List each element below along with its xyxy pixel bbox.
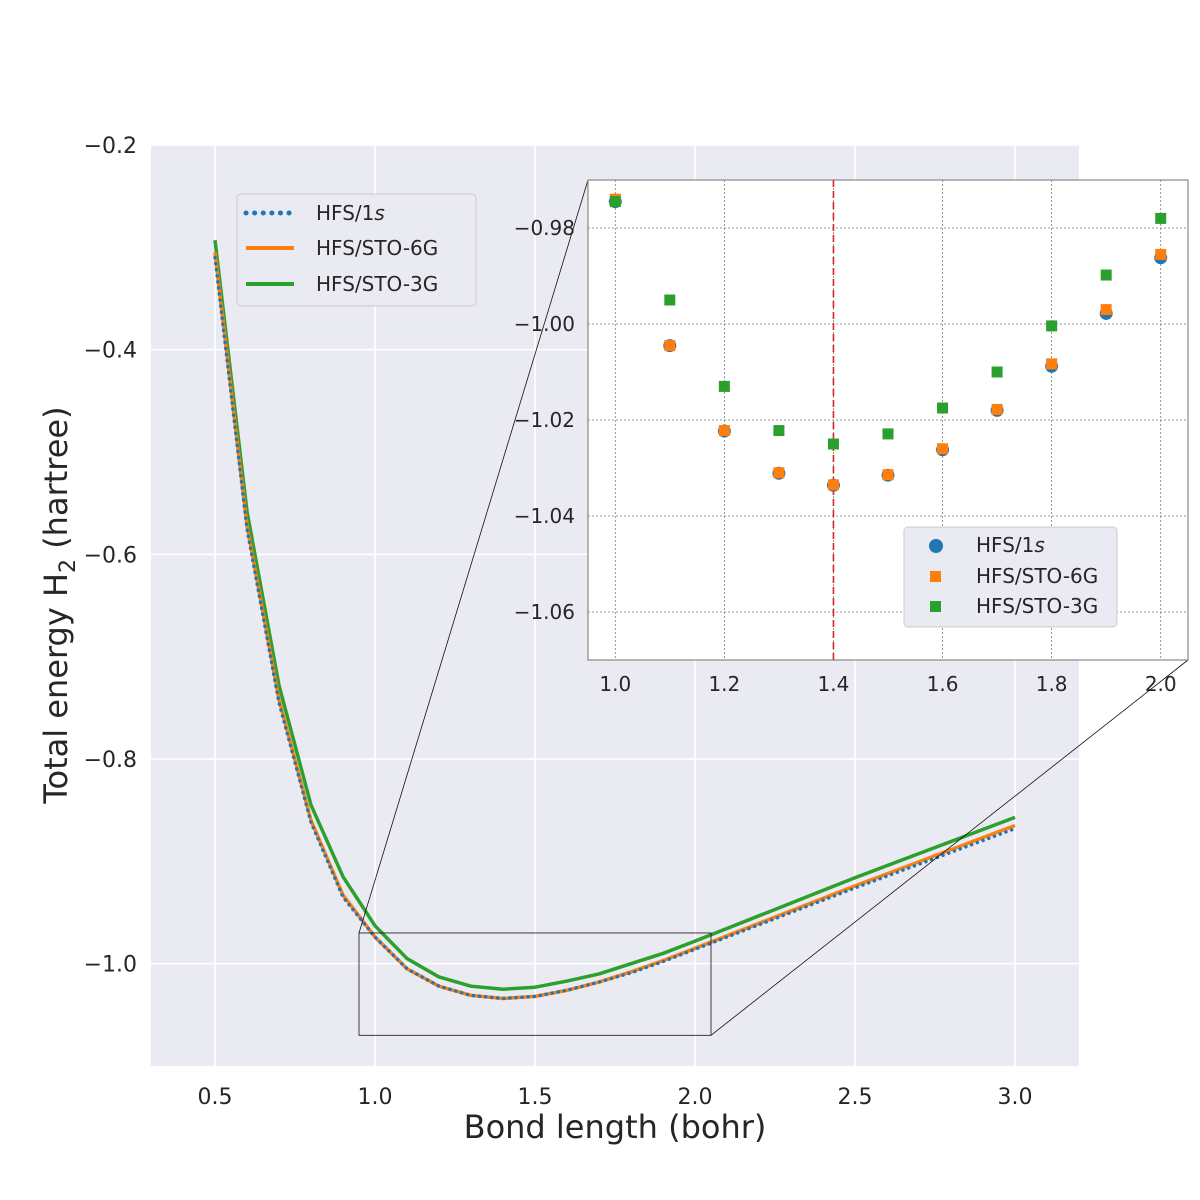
inset-point-hfs-sto-3g	[1155, 212, 1167, 224]
inset-point-hfs-sto-6g	[773, 467, 785, 479]
inset-point-hfs-sto-3g	[718, 380, 730, 392]
main-y-tick-label: −0.8	[84, 748, 137, 773]
inset-point-hfs-sto-6g	[882, 469, 894, 481]
inset-grid	[588, 180, 1188, 660]
inset-point-hfs-sto-6g	[827, 479, 839, 491]
inset-series-hfs-sto-3g	[609, 196, 1167, 450]
x-axis-label: Bond length (bohr)	[464, 1108, 767, 1146]
inset-point-hfs-sto-6g	[718, 425, 730, 437]
inset-legend-label-hfs-1s: HFS/1s	[976, 533, 1045, 557]
inset-data-points	[608, 193, 1168, 492]
main-legend-box	[236, 193, 477, 307]
inset-point-hfs-sto-6g	[991, 403, 1003, 415]
inset-y-tick-label: −1.06	[514, 600, 575, 624]
inset-point-hfs-sto-6g	[1155, 248, 1167, 260]
inset-y-tick-labels: −1.06 −1.04 −1.02 −1.00 −0.98	[514, 216, 575, 624]
series-line-hfs-sto-3g	[213, 239, 1016, 991]
main-x-tick-label: 2.5	[838, 1085, 873, 1110]
inset-legend-marker-hfs-1s	[929, 539, 943, 553]
inset-legend-marker-hfs-sto-6g	[930, 571, 941, 582]
inset-point-hfs-sto-6g	[937, 443, 949, 455]
inset-point-hfs-sto-6g	[1100, 304, 1112, 316]
main-y-tick-label: −0.2	[84, 134, 137, 159]
inset-point-hfs-sto-3g	[991, 366, 1003, 378]
inset-y-tick-label: −1.04	[514, 504, 575, 528]
main-legend: HFS/1s HFS/STO-6G HFS/STO-3G	[236, 193, 477, 307]
inset-point-hfs-sto-3g	[1046, 320, 1058, 332]
inset-point-hfs-sto-6g	[1046, 358, 1058, 370]
main-x-tick-label: 3.0	[998, 1085, 1033, 1110]
main-y-tick-label: −0.4	[84, 339, 137, 364]
inset-x-tick-labels: 1.0 1.2 1.4 1.6 1.8 2.0	[599, 672, 1176, 696]
main-y-tick-label: −1.0	[84, 953, 137, 978]
main-x-tick-labels: 0.5 1.0 1.5 2.0 2.5 3.0	[198, 1085, 1033, 1110]
main-y-tick-labels: −1.0 −0.8 −0.6 −0.4 −0.2	[84, 134, 137, 978]
legend-label-hfs-sto-6g: HFS/STO-6G	[316, 236, 438, 260]
inset-point-hfs-sto-3g	[773, 425, 785, 437]
inset-legend-box	[903, 526, 1118, 628]
zoom-indicator	[358, 179, 1189, 1036]
inset-y-tick-label: −0.98	[514, 216, 575, 240]
inset-legend-label-hfs-sto-6g: HFS/STO-6G	[976, 564, 1098, 588]
inset-legend-label-hfs-sto-3g: HFS/STO-3G	[976, 594, 1098, 618]
inset-point-hfs-sto-3g	[827, 438, 839, 450]
main-series-lines	[213, 239, 1017, 1001]
inset-x-tick-label: 1.4	[818, 672, 850, 696]
inset-x-tick-label: 1.2	[708, 672, 740, 696]
inset-point-hfs-sto-6g	[664, 340, 676, 352]
inset-point-hfs-sto-3g	[664, 294, 676, 306]
main-x-tick-label: 2.0	[678, 1085, 713, 1110]
inset-legend-marker-hfs-sto-3g	[930, 601, 941, 612]
inset-point-hfs-sto-3g	[1100, 269, 1112, 281]
series-line-hfs-1s	[213, 255, 1017, 1001]
zoom-connector-line	[358, 179, 589, 934]
main-y-tick-label: −0.6	[84, 543, 137, 568]
inset-x-tick-label: 1.6	[927, 672, 959, 696]
zoom-connector-line	[710, 659, 1189, 1036]
inset-x-tick-label: 1.8	[1036, 672, 1068, 696]
inset-y-tick-label: −1.00	[514, 312, 575, 336]
inset-point-hfs-sto-3g	[937, 402, 949, 414]
inset-y-tick-label: −1.02	[514, 408, 575, 432]
legend-label-hfs-sto-3g: HFS/STO-3G	[316, 272, 438, 296]
inset-x-tick-label: 2.0	[1145, 672, 1177, 696]
y-axis-label: Total energy H2 (hartree)	[37, 406, 81, 804]
main-x-tick-label: 0.5	[198, 1085, 233, 1110]
inset-legend: HFS/1s HFS/STO-6G HFS/STO-3G	[903, 526, 1118, 628]
zoom-rectangle	[358, 932, 712, 1036]
main-x-tick-label: 1.5	[518, 1085, 553, 1110]
main-x-tick-label: 1.0	[358, 1085, 393, 1110]
inset-x-tick-label: 1.0	[599, 672, 631, 696]
legend-label-hfs-1s: HFS/1s	[316, 201, 385, 225]
inset-point-hfs-sto-3g	[609, 196, 621, 208]
inset-point-hfs-sto-3g	[882, 428, 894, 440]
